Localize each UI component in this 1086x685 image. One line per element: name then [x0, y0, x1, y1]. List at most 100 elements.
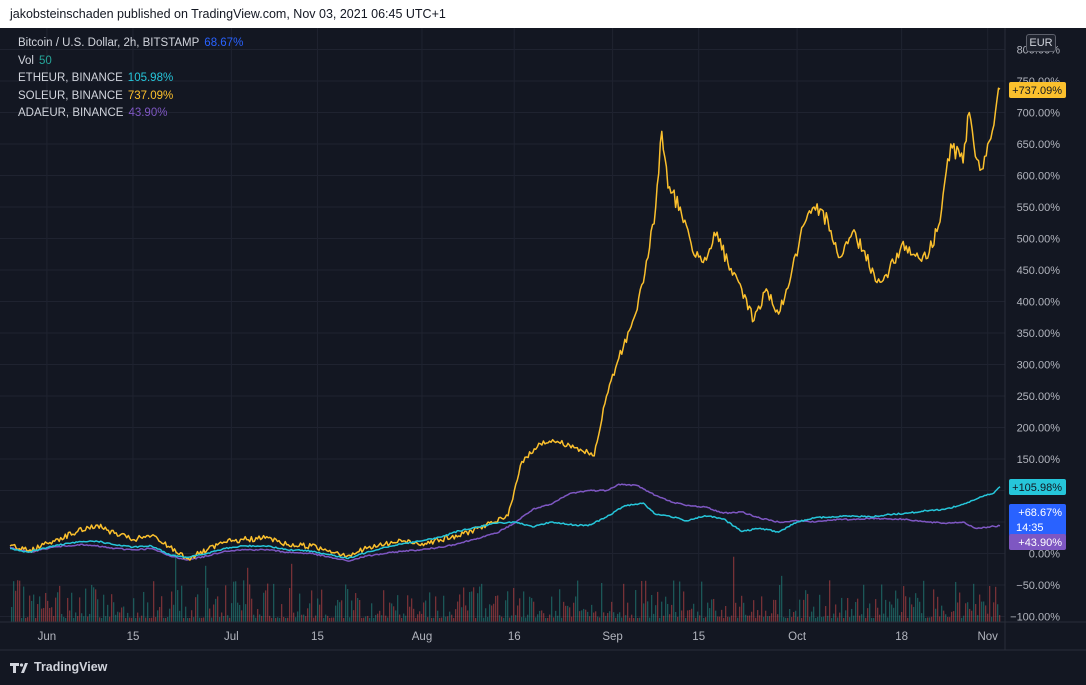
volume-bar: [977, 615, 979, 622]
volume-bar: [57, 592, 59, 622]
volume-bar: [177, 590, 179, 622]
volume-bar: [235, 581, 237, 622]
volume-bar: [545, 618, 547, 622]
volume-bar: [619, 612, 621, 622]
volume-bar: [887, 617, 889, 622]
chart-svg[interactable]: 800.00%750.00%700.00%650.00%600.00%550.0…: [0, 28, 1086, 685]
volume-bar: [517, 605, 519, 622]
x-tick-label: 16: [508, 631, 521, 643]
volume-bar: [289, 588, 291, 622]
volume-bar: [375, 614, 377, 622]
volume-bar: [897, 598, 899, 622]
volume-bar: [377, 613, 379, 622]
volume-bar: [785, 617, 787, 622]
y-axis[interactable]: 800.00%750.00%700.00%650.00%600.00%550.0…: [1004, 28, 1061, 650]
y-tick-label: 0.00%: [1029, 549, 1060, 561]
volume-bar: [781, 575, 783, 622]
volume-bar: [603, 612, 605, 622]
volume-bar: [689, 609, 691, 622]
volume-bar: [565, 605, 567, 622]
volume-bar: [819, 594, 821, 622]
volume-bar: [527, 614, 529, 622]
volume-bar: [111, 594, 113, 622]
volume-bar: [797, 616, 799, 622]
volume-bar: [577, 580, 579, 622]
volume-bar: [589, 616, 591, 622]
volume-bar: [807, 593, 809, 622]
x-axis[interactable]: Jun 15 Jul 15 Aug 16 Sep 15 Oct 18 Nov: [0, 621, 1086, 651]
legend-item-soleur[interactable]: SOLEUR, BINANCE 737.09%: [18, 88, 243, 106]
volume-bar: [779, 585, 781, 622]
volume-bar: [581, 610, 583, 622]
volume-bar: [907, 617, 909, 622]
legend-item-vol[interactable]: Vol 50: [18, 53, 243, 71]
volume-bar: [557, 615, 559, 622]
volume-bar: [117, 611, 119, 622]
volume-bar: [679, 581, 681, 622]
volume-bar: [143, 591, 145, 622]
volume-bar: [613, 612, 615, 622]
volume-bar: [769, 616, 771, 622]
volume-bar: [307, 608, 309, 622]
volume-bar: [691, 608, 693, 622]
volume-bar: [615, 617, 617, 622]
volume-bar: [859, 615, 861, 622]
volume-bar: [403, 613, 405, 622]
legend-item-adaeur[interactable]: ADAEUR, BINANCE 43.90%: [18, 105, 243, 123]
volume-bar: [637, 617, 639, 622]
volume-bar: [857, 598, 859, 622]
volume-bar: [197, 594, 199, 622]
volume-bar: [627, 602, 629, 622]
volume-bar: [101, 617, 103, 622]
volume-bar: [395, 610, 397, 622]
y-tick-label: 250.00%: [1017, 391, 1061, 403]
volume-bar: [91, 584, 93, 622]
volume-bar: [741, 595, 743, 622]
volume-bar: [151, 617, 153, 622]
legend-item-value: 50: [39, 54, 52, 67]
volume-bar: [251, 598, 253, 622]
volume-bar: [63, 616, 65, 622]
volume-bar: [291, 563, 293, 622]
volume-bar: [983, 601, 985, 622]
volume-bar: [469, 592, 471, 622]
volume-bar: [911, 604, 913, 622]
tradingview-logo-icon: [10, 663, 28, 673]
volume-bar: [617, 613, 619, 622]
volume-bar: [749, 615, 751, 622]
legend-item-etheur[interactable]: ETHEUR, BINANCE 105.98%: [18, 70, 243, 88]
volume-bar: [33, 594, 35, 622]
volume-bar: [97, 599, 99, 622]
volume-bar: [521, 617, 523, 622]
volume-bar: [525, 617, 527, 622]
volume-bar: [871, 617, 873, 622]
volume-bar: [437, 610, 439, 622]
volume-bar: [417, 614, 419, 622]
volume-bar: [683, 591, 685, 622]
volume-bar: [253, 614, 255, 622]
volume-bar: [813, 606, 815, 622]
volume-bar: [155, 617, 157, 622]
volume-bar: [971, 610, 973, 622]
volume-bar: [945, 614, 947, 622]
volume-bar: [875, 599, 877, 622]
volume-bar: [81, 613, 83, 622]
volume-bar: [483, 617, 485, 622]
volume-bar: [599, 617, 601, 622]
volume-bar: [811, 611, 813, 622]
volume-bar: [723, 617, 725, 622]
currency-button[interactable]: EUR: [1026, 34, 1056, 52]
volume-bar: [825, 606, 827, 622]
volume-bar: [961, 617, 963, 622]
volume-bar: [849, 617, 851, 622]
volume-bar: [745, 614, 747, 622]
volume-bar: [367, 615, 369, 622]
legend-item-btc[interactable]: Bitcoin / U.S. Dollar, 2h, BITSTAMP 68.67…: [18, 35, 243, 53]
volume-bar: [221, 612, 223, 622]
volume-bar: [567, 605, 569, 622]
volume-bar: [979, 594, 981, 622]
volume-bar: [461, 607, 463, 622]
volume-bar: [809, 616, 811, 622]
volume-bar: [209, 608, 211, 622]
y-tick-label: 300.00%: [1017, 360, 1061, 372]
